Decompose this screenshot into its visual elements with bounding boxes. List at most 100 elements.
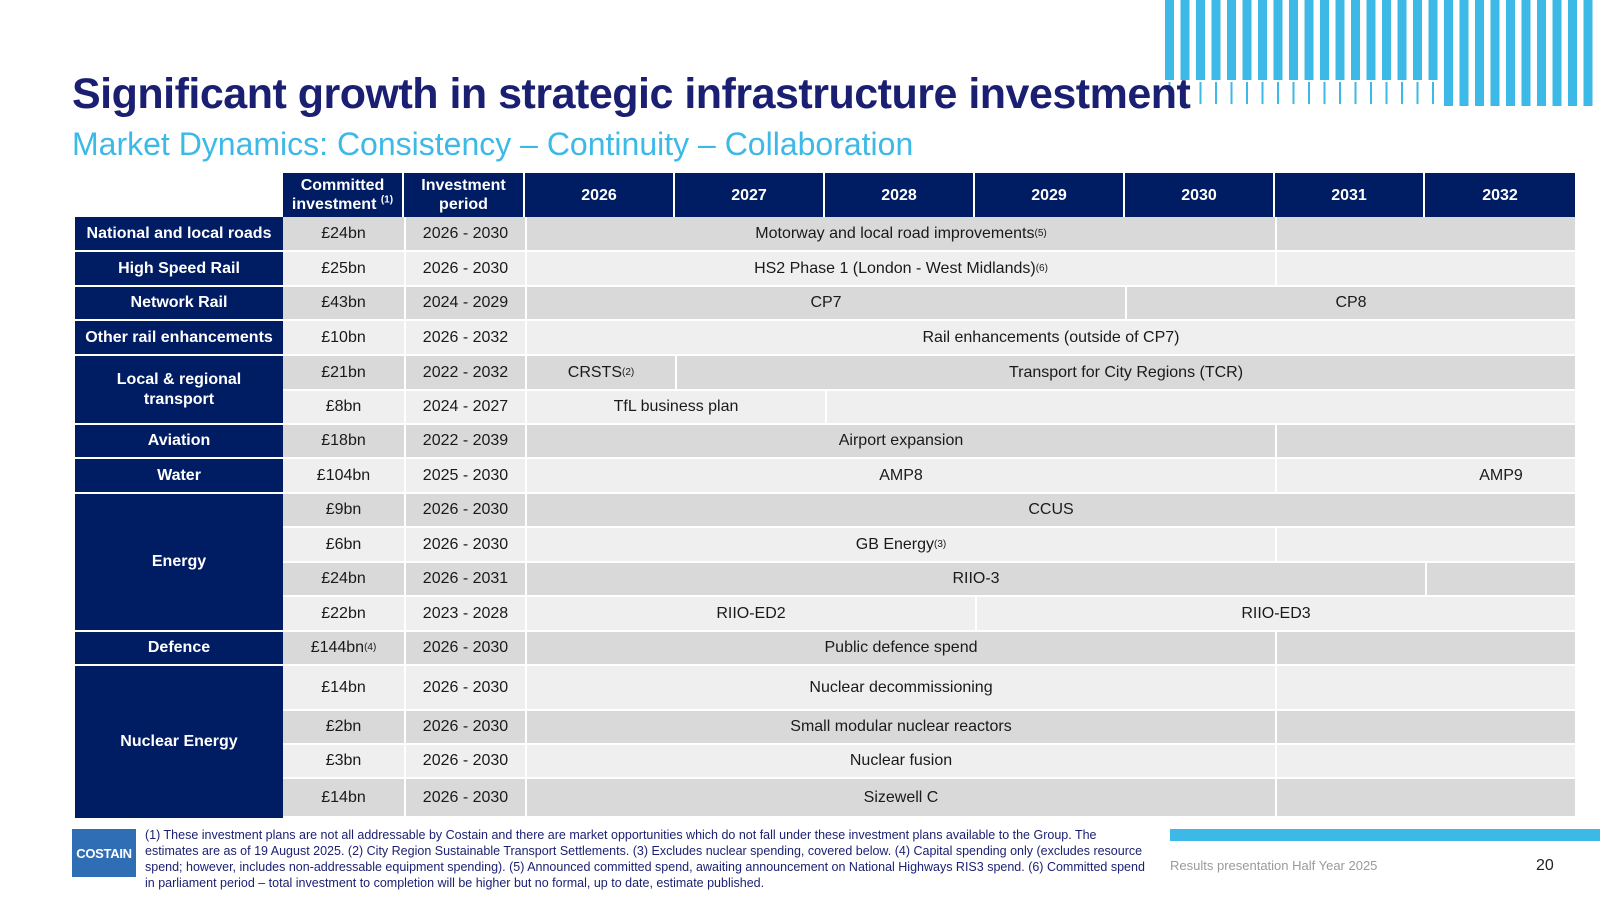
period-cell: 2026 - 2030 xyxy=(404,494,525,528)
stripe xyxy=(1413,0,1422,80)
timeline-bar: CCUS xyxy=(525,494,1575,528)
period-cell: 2024 - 2029 xyxy=(404,287,525,321)
empty-period xyxy=(825,391,1575,425)
header-year-2032: 2032 xyxy=(1425,173,1575,217)
empty-period xyxy=(1275,666,1575,711)
stripe xyxy=(1273,0,1283,80)
period-cell: 2026 - 2030 xyxy=(404,745,525,779)
category-nuclear: Nuclear Energy xyxy=(75,666,283,818)
empty-period xyxy=(1275,425,1575,459)
timeline-bar: Motorway and local road improvements (5) xyxy=(525,217,1275,252)
stripe xyxy=(1196,0,1205,80)
timeline-bar: AMP9 xyxy=(1275,459,1575,494)
investment-cell: £104bn xyxy=(283,459,404,494)
stripe-tick xyxy=(1277,82,1279,104)
investment-cell: £24bn xyxy=(283,563,404,597)
category-roads: National and local roads xyxy=(75,217,283,252)
footer-accent-bar xyxy=(1170,829,1600,841)
page-subtitle: Market Dynamics: Consistency – Continuit… xyxy=(72,126,914,162)
header-year-2027: 2027 xyxy=(675,173,825,217)
period-cell: 2026 - 2030 xyxy=(404,711,525,745)
investment-cell: £8bn xyxy=(283,391,404,425)
table-row xyxy=(283,779,1575,818)
stripe-tick xyxy=(1370,82,1372,104)
timeline-bar: Nuclear decommissioning xyxy=(525,666,1275,711)
timeline-bar: GB Energy (3) xyxy=(525,528,1275,563)
investment-cell: £3bn xyxy=(283,745,404,779)
investment-cell: £10bn xyxy=(283,321,404,356)
page-title: Significant growth in strategic infrastr… xyxy=(72,70,1191,118)
stripe xyxy=(1165,0,1174,80)
category-energy: Energy xyxy=(75,494,283,632)
stripe-tick xyxy=(1339,82,1341,104)
period-cell: 2026 - 2032 xyxy=(404,321,525,356)
investment-cell: £9bn xyxy=(283,494,404,528)
category-aviation: Aviation xyxy=(75,425,283,459)
stripe xyxy=(1568,0,1577,106)
header-year-2028: 2028 xyxy=(825,173,975,217)
stripe-tick xyxy=(1308,82,1310,104)
period-cell: 2026 - 2030 xyxy=(404,528,525,563)
timeline-bar: Public defence spend xyxy=(525,632,1275,666)
period-cell: 2022 - 2039 xyxy=(404,425,525,459)
empty-period xyxy=(1275,711,1575,745)
stripe-tick xyxy=(1354,82,1357,104)
empty-period xyxy=(1425,563,1575,597)
stripe-tick xyxy=(1184,82,1186,104)
stripe xyxy=(1583,0,1593,106)
period-cell: 2026 - 2030 xyxy=(404,252,525,287)
period-cell: 2025 - 2030 xyxy=(404,459,525,494)
stripe xyxy=(1397,0,1407,80)
stripe xyxy=(1320,0,1329,80)
stripe xyxy=(1537,0,1546,106)
stripe xyxy=(1289,0,1298,80)
stripe xyxy=(1444,0,1453,106)
timeline-bar: Sizewell C xyxy=(525,779,1275,818)
stripe xyxy=(1242,0,1252,80)
investment-cell: £144bn (4) xyxy=(283,632,404,666)
stripe xyxy=(1211,0,1221,80)
decorative-stripes xyxy=(1165,0,1593,106)
costain-logo: COSTAIN xyxy=(72,829,136,877)
investment-cell: £21bn xyxy=(283,356,404,391)
header-year-2026: 2026 xyxy=(525,173,675,217)
investment-cell: £25bn xyxy=(283,252,404,287)
timeline-bar: CP8 xyxy=(1125,287,1575,321)
timeline-bar: CP7 xyxy=(525,287,1125,321)
stripe-tick xyxy=(1230,82,1233,104)
period-cell: 2026 - 2030 xyxy=(404,666,525,711)
investment-cell: £43bn xyxy=(283,287,404,321)
period-cell: 2026 - 2030 xyxy=(404,632,525,666)
empty-period xyxy=(1275,779,1575,818)
period-cell: 2023 - 2028 xyxy=(404,597,525,632)
header-investment-period: Investment period xyxy=(404,173,525,217)
stripe xyxy=(1351,0,1360,80)
stripe-tick xyxy=(1215,82,1217,104)
category-high-speed-rail: High Speed Rail xyxy=(75,252,283,287)
investment-cell: £6bn xyxy=(283,528,404,563)
stripe xyxy=(1475,0,1484,106)
investment-cell: £24bn xyxy=(283,217,404,252)
timeline-bar: AMP8 xyxy=(525,459,1275,494)
stripe xyxy=(1506,0,1515,106)
stripe-tick xyxy=(1432,82,1434,104)
empty-period xyxy=(1275,217,1575,252)
timeline-bar: RIIO-ED3 xyxy=(975,597,1575,632)
timeline-bar: RIIO-3 xyxy=(525,563,1425,597)
timeline-bar: Nuclear fusion xyxy=(525,745,1275,779)
timeline-bar: RIIO-ED2 xyxy=(525,597,975,632)
category-local-transport: Local & regional transport xyxy=(75,356,283,425)
stripe-tick xyxy=(1199,82,1202,104)
timeline-bar: Small modular nuclear reactors xyxy=(525,711,1275,745)
investment-cell: £2bn xyxy=(283,711,404,745)
stripe xyxy=(1304,0,1314,80)
timeline-bar: HS2 Phase 1 (London - West Midlands) (6) xyxy=(525,252,1275,287)
timeline-bar: Transport for City Regions (TCR) xyxy=(675,356,1575,391)
stripe xyxy=(1490,0,1500,106)
category-defence: Defence xyxy=(75,632,283,666)
period-cell: 2026 - 2030 xyxy=(404,217,525,252)
stripe xyxy=(1180,0,1190,80)
investment-cell: £14bn xyxy=(283,666,404,711)
investment-cell: £22bn xyxy=(283,597,404,632)
stripe xyxy=(1382,0,1391,80)
